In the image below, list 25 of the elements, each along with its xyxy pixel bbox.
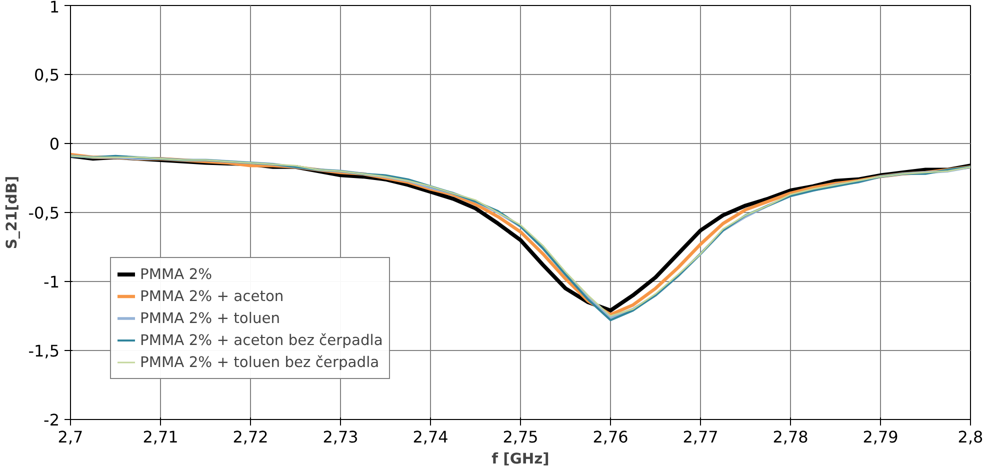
x-tick-label: 2,77 xyxy=(682,428,718,446)
y-tick-label: -1,5 xyxy=(28,342,60,360)
x-tick-label: 2,74 xyxy=(412,428,448,446)
y-axis-title: S_21[dB] xyxy=(3,176,20,250)
legend-label: PMMA 2% + aceton bez čerpadla xyxy=(140,332,383,348)
y-tick-label: 0,5 xyxy=(34,66,60,84)
y-tick-label: -1 xyxy=(44,272,60,292)
x-tick-label: 2,78 xyxy=(772,428,808,446)
x-tick-label: 2,8 xyxy=(958,428,984,446)
x-tick-label: 2,75 xyxy=(502,428,538,446)
x-tick-label: 2,7 xyxy=(58,428,84,446)
x-tick-label: 2,76 xyxy=(592,428,628,446)
x-tick-label: 2,73 xyxy=(322,428,358,446)
x-axis-title: f [GHz] xyxy=(492,450,550,468)
legend-label: PMMA 2% xyxy=(140,266,212,282)
legend-label: PMMA 2% + toluen bez čerpadla xyxy=(140,354,380,370)
x-tick-label: 2,79 xyxy=(862,428,898,446)
legend-label: PMMA 2% + aceton xyxy=(140,288,284,304)
y-tick-label: 1 xyxy=(49,0,60,16)
x-tick-label: 2,72 xyxy=(232,428,268,446)
y-tick-label: 0 xyxy=(49,134,60,154)
y-tick-label: -0,5 xyxy=(28,204,60,222)
y-tick-label: -2 xyxy=(44,410,60,430)
x-tick-label: 2,71 xyxy=(142,428,178,446)
legend-label: PMMA 2% + toluen xyxy=(140,310,280,326)
